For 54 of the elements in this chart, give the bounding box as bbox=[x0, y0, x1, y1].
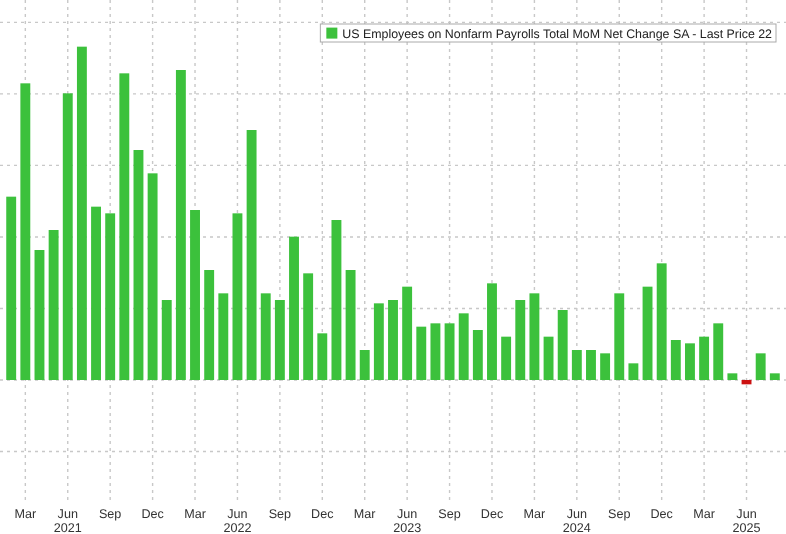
bar bbox=[586, 350, 596, 380]
bar bbox=[218, 293, 229, 380]
bar bbox=[642, 286, 653, 380]
bar bbox=[204, 270, 215, 380]
bar bbox=[402, 286, 413, 380]
bar bbox=[6, 196, 17, 380]
bar bbox=[769, 373, 780, 380]
bar bbox=[529, 293, 540, 380]
bar bbox=[472, 330, 483, 380]
bar bbox=[755, 353, 766, 380]
bar bbox=[246, 130, 257, 380]
bar bbox=[699, 336, 710, 380]
bar bbox=[34, 250, 45, 380]
bar bbox=[260, 293, 271, 380]
bar bbox=[232, 213, 243, 380]
bar bbox=[317, 333, 328, 380]
bar bbox=[416, 326, 427, 380]
bar bbox=[685, 343, 695, 380]
bar bbox=[444, 323, 455, 380]
bar bbox=[727, 373, 738, 380]
bar bbox=[543, 336, 554, 380]
bar bbox=[373, 303, 384, 380]
bar bbox=[147, 173, 158, 380]
bar bbox=[91, 206, 101, 380]
bar bbox=[515, 300, 526, 380]
bar bbox=[359, 350, 370, 380]
bar bbox=[289, 236, 299, 380]
bar bbox=[670, 340, 681, 380]
bar bbox=[48, 230, 59, 380]
bar bbox=[303, 273, 314, 380]
bar bbox=[458, 313, 469, 380]
bar bbox=[76, 46, 87, 380]
bar bbox=[274, 300, 285, 380]
bar bbox=[388, 300, 398, 380]
bar bbox=[175, 70, 186, 380]
bar bbox=[161, 300, 172, 380]
bar bbox=[345, 270, 356, 380]
bar bbox=[190, 210, 200, 380]
bar bbox=[430, 323, 441, 380]
bar bbox=[501, 336, 512, 380]
bar bbox=[487, 283, 497, 380]
bar bbox=[119, 73, 130, 380]
bar bbox=[628, 363, 639, 380]
bar bbox=[20, 83, 31, 380]
bar bbox=[713, 323, 724, 380]
bar bbox=[133, 150, 144, 380]
bar bbox=[105, 213, 116, 380]
bar bbox=[600, 353, 611, 380]
bar bbox=[571, 350, 582, 380]
bar bbox=[331, 220, 342, 380]
bar bbox=[557, 310, 568, 380]
bar bbox=[62, 93, 73, 380]
bar bbox=[656, 263, 667, 380]
bar bbox=[614, 293, 625, 380]
